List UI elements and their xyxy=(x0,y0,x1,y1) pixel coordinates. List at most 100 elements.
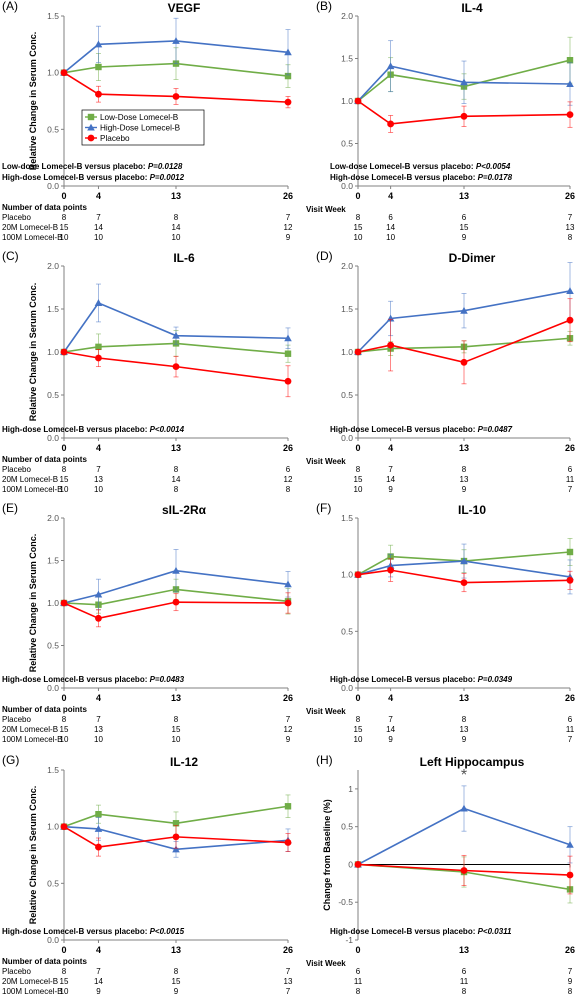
y-tick-label: 1.5 xyxy=(341,54,353,64)
x-tick-label: 0 xyxy=(355,443,360,453)
count-cell: 10 xyxy=(354,735,363,744)
y-axis-label: Relative Change in Serum Conc. xyxy=(28,786,38,925)
y-tick-label: 0.0 xyxy=(47,935,59,945)
x-tick-label: 13 xyxy=(459,945,469,955)
count-cell: 13 xyxy=(284,977,293,986)
series-line-low xyxy=(357,337,571,353)
series-placebo xyxy=(60,348,292,398)
stat-label: High-dose Lomecel-B versus placebo: xyxy=(2,173,150,182)
series-line-high xyxy=(63,40,289,74)
count-cell: 14 xyxy=(94,977,103,986)
panel-label: (G) xyxy=(2,753,19,767)
group-label: Placebo xyxy=(2,715,31,724)
data-point-high xyxy=(386,314,395,322)
series-line-high xyxy=(357,290,571,353)
significance-annotation: * xyxy=(461,767,467,784)
count-cell: 14 xyxy=(386,725,395,734)
data-point-low xyxy=(284,72,292,80)
chart-title: D-Dimer xyxy=(449,251,496,265)
count-cell: 8 xyxy=(174,485,179,494)
legend-marker xyxy=(87,134,95,142)
chart-title: VEGF xyxy=(168,1,201,15)
stat-line: High-dose Lomecel-B versus placebo: P=0.… xyxy=(2,173,185,182)
count-cell: 8 xyxy=(568,233,573,242)
count-cell: 8 xyxy=(62,465,67,474)
x-tick-label: 0 xyxy=(61,191,66,201)
y-tick-label: 2.0 xyxy=(341,261,353,271)
series-line-placebo xyxy=(357,569,571,584)
y-tick-label: 2.0 xyxy=(341,11,353,21)
series-placebo xyxy=(60,592,292,628)
count-cell: 6 xyxy=(462,967,467,976)
count-cell: 8 xyxy=(174,967,179,976)
y-tick-label: 0.5 xyxy=(47,390,59,400)
panel-label: (C) xyxy=(2,249,19,263)
x-tick-label: 4 xyxy=(388,191,393,201)
chart-title: Left Hippocampus xyxy=(420,755,525,769)
count-cell: 12 xyxy=(284,475,293,484)
series-line-low xyxy=(63,588,289,606)
stat-p-value: P<0.0054 xyxy=(476,162,511,171)
stat-p-value: P=0.0178 xyxy=(478,173,513,182)
x-tick-label: 26 xyxy=(283,945,293,955)
data-point-high xyxy=(460,804,468,812)
count-cell: 10 xyxy=(172,233,181,242)
stat-label: High-dose Lomecel-B versus placebo: xyxy=(330,927,478,936)
count-cell: 7 xyxy=(568,735,573,744)
data-point-placebo xyxy=(172,833,180,841)
count-cell: 8 xyxy=(356,987,361,996)
count-cell: 8 xyxy=(462,987,467,996)
data-point-placebo xyxy=(284,377,292,385)
x-tick-label: 0 xyxy=(355,693,360,703)
y-axis-label: Relative Change in Serum Conc. xyxy=(28,283,38,422)
series-placebo xyxy=(60,823,292,857)
count-cell: 15 xyxy=(354,475,363,484)
count-cell: 15 xyxy=(172,977,181,986)
y-tick-label: 0.0 xyxy=(47,683,59,693)
count-cell: 7 xyxy=(388,465,393,474)
x-tick-label: 13 xyxy=(459,443,469,453)
count-cell: 9 xyxy=(174,987,179,996)
legend-marker xyxy=(87,123,95,131)
data-point-high xyxy=(94,590,103,598)
stat-p-value: P<0.0015 xyxy=(150,927,185,936)
panel-b: (B) IL-4 0.0 0.5 1.0 1.5 2.0 0 4 13 26 Low-dose Lom… xyxy=(306,0,575,242)
panel-g: (G) IL-12 0.0 0.5 1.0 1.5 0 4 13 26 Relative Chang… xyxy=(2,753,293,996)
chart-title: IL-10 xyxy=(458,503,486,517)
count-cell: 14 xyxy=(386,223,395,232)
y-tick-label: 1.5 xyxy=(47,556,59,566)
panel-label: (F) xyxy=(316,501,331,515)
stat-line: High-dose Lomecel-B versus placebo: P<0.… xyxy=(2,425,185,434)
stat-p-value: P=0.0483 xyxy=(150,675,185,684)
y-tick-label: 1.0 xyxy=(47,598,59,608)
data-point-placebo xyxy=(172,363,180,371)
y-tick-label: 0.0 xyxy=(47,433,59,443)
stat-label: Low-dose Lomecel-B versus placebo: xyxy=(330,162,476,171)
count-cell: 15 xyxy=(460,223,469,232)
panel-d: (D) D-Dimer 0.0 0.5 1.0 1.5 2.0 0 4 13 26 High-dose… xyxy=(306,249,575,494)
data-point-placebo xyxy=(354,348,362,356)
series-line-placebo xyxy=(63,601,289,620)
y-tick-label: 1.0 xyxy=(47,347,59,357)
count-cell: 7 xyxy=(568,485,573,494)
count-cell: 8 xyxy=(568,987,573,996)
legend-entry-label: Low-Dose Lomecel-B xyxy=(100,113,179,122)
x-tick-label: 0 xyxy=(61,443,66,453)
y-tick-label: 0.5 xyxy=(47,878,59,888)
data-point-placebo xyxy=(460,358,468,366)
group-label: 100M Lomecel-B xyxy=(2,735,62,744)
stat-label: High-dose Lomecel-B versus placebo: xyxy=(330,173,478,182)
y-tick-label: 0.0 xyxy=(47,181,59,191)
chart-title: IL-6 xyxy=(173,251,195,265)
x-tick-label: 13 xyxy=(459,693,469,703)
data-point-high xyxy=(460,557,468,565)
data-point-low xyxy=(284,803,292,810)
stat-label: High-dose Lomecel-B versus placebo: xyxy=(2,425,150,434)
panel-h: (H) Left Hippocampus -1 -0.5 0 0.5 1 0 13 26 Chang… xyxy=(306,753,575,996)
data-point-high xyxy=(460,78,468,86)
count-cell: 14 xyxy=(172,475,181,484)
y-tick-label: 1.0 xyxy=(341,347,353,357)
count-cell: 14 xyxy=(386,475,395,484)
series-placebo xyxy=(354,97,574,133)
group-label: Placebo xyxy=(2,213,31,222)
